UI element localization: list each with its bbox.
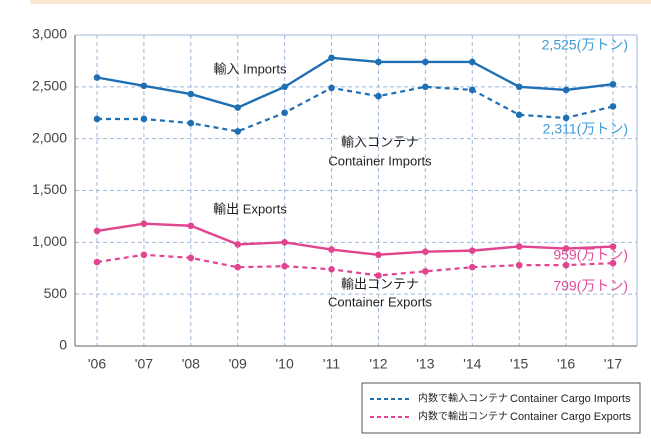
data-point [234,128,242,135]
data-point [562,261,570,269]
data-point [468,263,476,271]
data-point [281,239,288,246]
data-point [562,86,570,94]
data-point [140,115,148,123]
data-point [234,104,242,111]
legend-label: 内数で輸出コンテナ [418,410,508,423]
data-point [281,262,288,270]
x-tick-label: '08 [182,356,200,372]
x-tick-label: '14 [463,356,481,372]
data-point [93,227,101,235]
data-point [93,115,101,123]
x-tick-label: '13 [416,356,434,372]
data-point [562,245,570,252]
value-label: 2,311(万トン) [543,121,628,137]
data-point [328,54,335,62]
data-point [328,265,335,273]
data-point [468,247,476,254]
data-point [281,83,288,91]
data-point [93,258,101,266]
x-tick-label: '09 [229,356,247,372]
data-point [609,80,617,88]
series-line [97,85,614,133]
data-point [375,58,382,66]
data-point [140,251,148,259]
data-point [515,83,523,91]
y-tick-label: 500 [44,285,68,301]
data-point [187,222,195,230]
x-tick-label: '06 [88,356,106,372]
y-tick-label: 2,000 [32,129,67,145]
data-point [328,246,335,253]
legend-box [361,382,641,434]
value-label: 799(万トン) [553,278,628,294]
top-band [30,0,651,4]
y-tick-label: 3,000 [32,26,67,42]
series-label: Container Exports [328,294,433,309]
data-point [375,92,382,100]
data-point [422,83,429,91]
data-point [562,114,570,122]
legend-label: Container Cargo Exports [510,411,632,423]
y-tick-label: 2,500 [32,78,67,94]
data-point [375,251,382,259]
x-tick-label: '07 [135,356,153,372]
data-point [187,254,195,262]
data-point [93,74,101,81]
legend-label: 内数で輸入コンテナ [418,392,508,405]
series-label: 輸入コンテナ [341,134,419,149]
data-point [281,109,288,117]
x-tick-label: '16 [557,356,575,372]
y-tick-label: 1,000 [32,233,67,249]
data-point [515,111,523,119]
data-point [609,243,617,250]
data-point [609,259,617,267]
data-point [234,263,242,271]
legend-label: Container Cargo Imports [510,393,631,405]
series-line [96,222,614,256]
x-tick-label: '15 [510,356,528,372]
data-point [468,58,476,66]
series-label: Container Imports [328,153,432,168]
data-point [515,243,523,250]
data-point [422,58,429,66]
data-point [140,82,148,90]
y-tick-label: 0 [59,337,67,353]
data-point [515,261,523,269]
x-tick-label: '12 [369,356,387,372]
data-point [422,248,429,255]
data-point [468,86,476,94]
data-point [234,241,242,248]
data-point [609,103,617,110]
data-point [375,272,382,279]
data-point [422,268,429,275]
value-label: 2,525(万トン) [542,37,628,53]
y-tick-label: 1,500 [32,181,67,197]
series-label: 輸入 Imports [214,61,287,76]
series-label: 輸出 Exports [213,201,287,216]
data-point [140,220,148,227]
data-point [187,90,195,98]
series-label: 輸出コンテナ [341,276,419,291]
x-tick-label: '11 [323,356,340,372]
x-tick-label: '10 [276,356,294,372]
series-line [96,56,614,109]
series-line [96,253,614,277]
x-tick-label: '17 [604,356,622,372]
data-point [328,84,335,92]
value-label: 959(万トン) [553,247,628,263]
data-point [187,119,195,127]
